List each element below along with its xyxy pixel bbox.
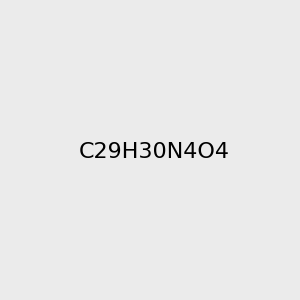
Text: C29H30N4O4: C29H30N4O4 (78, 142, 229, 161)
